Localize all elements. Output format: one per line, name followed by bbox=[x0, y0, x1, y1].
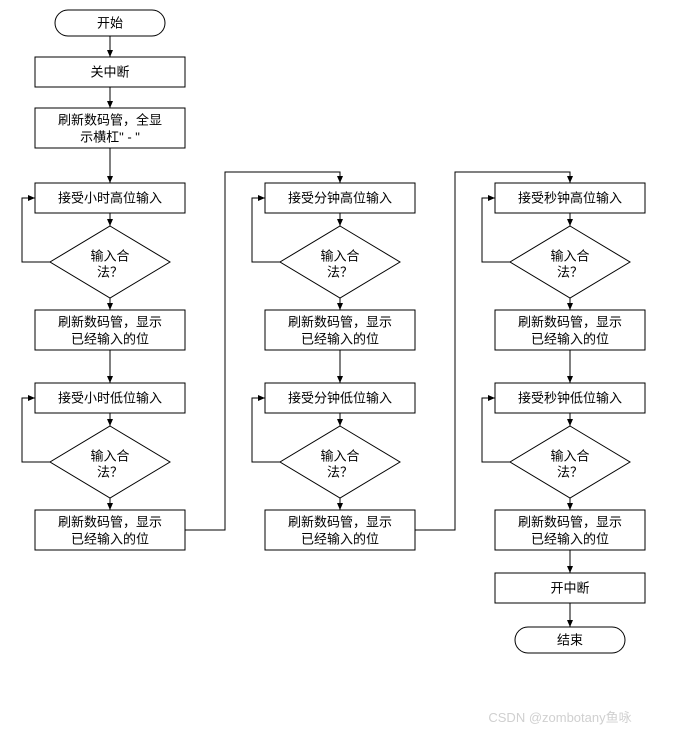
svg-text:法？: 法？ bbox=[97, 264, 123, 279]
svg-text:已经输入的位: 已经输入的位 bbox=[71, 331, 149, 346]
svg-text:输入合: 输入合 bbox=[320, 448, 359, 463]
svg-text:法？: 法？ bbox=[557, 264, 583, 279]
svg-text:输入合: 输入合 bbox=[550, 448, 589, 463]
svg-text:接受小时低位输入: 接受小时低位输入 bbox=[58, 390, 162, 405]
svg-text:已经输入的位: 已经输入的位 bbox=[531, 331, 609, 346]
svg-text:输入合: 输入合 bbox=[320, 248, 359, 263]
svg-text:法？: 法？ bbox=[327, 464, 353, 479]
svg-text:刷新数码管，显示: 刷新数码管，显示 bbox=[288, 314, 392, 329]
svg-text:接受秒钟低位输入: 接受秒钟低位输入 bbox=[518, 390, 622, 405]
svg-text:法？: 法？ bbox=[327, 264, 353, 279]
svg-text:刷新数码管，显示: 刷新数码管，显示 bbox=[518, 514, 622, 529]
svg-text:接受分钟高位输入: 接受分钟高位输入 bbox=[288, 190, 392, 205]
svg-text:刷新数码管，显示: 刷新数码管，显示 bbox=[288, 514, 392, 529]
watermark: CSDN @zombotany鱼咏 bbox=[488, 710, 631, 725]
svg-text:接受小时高位输入: 接受小时高位输入 bbox=[58, 190, 162, 205]
svg-text:刷新数码管，显示: 刷新数码管，显示 bbox=[518, 314, 622, 329]
svg-text:接受秒钟高位输入: 接受秒钟高位输入 bbox=[518, 190, 622, 205]
svg-text:已经输入的位: 已经输入的位 bbox=[301, 331, 379, 346]
svg-text:已经输入的位: 已经输入的位 bbox=[71, 531, 149, 546]
svg-text:输入合: 输入合 bbox=[90, 248, 129, 263]
svg-text:法？: 法？ bbox=[557, 464, 583, 479]
svg-text:刷新数码管，全显: 刷新数码管，全显 bbox=[58, 112, 162, 127]
svg-text:刷新数码管，显示: 刷新数码管，显示 bbox=[58, 514, 162, 529]
svg-text:示横杠" - ": 示横杠" - " bbox=[80, 129, 140, 144]
svg-text:输入合: 输入合 bbox=[90, 448, 129, 463]
svg-text:结束: 结束 bbox=[557, 632, 583, 647]
svg-text:接受分钟低位输入: 接受分钟低位输入 bbox=[288, 390, 392, 405]
svg-text:刷新数码管，显示: 刷新数码管，显示 bbox=[58, 314, 162, 329]
svg-text:开中断: 开中断 bbox=[550, 580, 589, 595]
svg-text:已经输入的位: 已经输入的位 bbox=[301, 531, 379, 546]
svg-text:开始: 开始 bbox=[97, 15, 123, 30]
svg-text:已经输入的位: 已经输入的位 bbox=[531, 531, 609, 546]
svg-text:法？: 法？ bbox=[97, 464, 123, 479]
svg-text:关中断: 关中断 bbox=[90, 64, 129, 79]
svg-text:输入合: 输入合 bbox=[550, 248, 589, 263]
